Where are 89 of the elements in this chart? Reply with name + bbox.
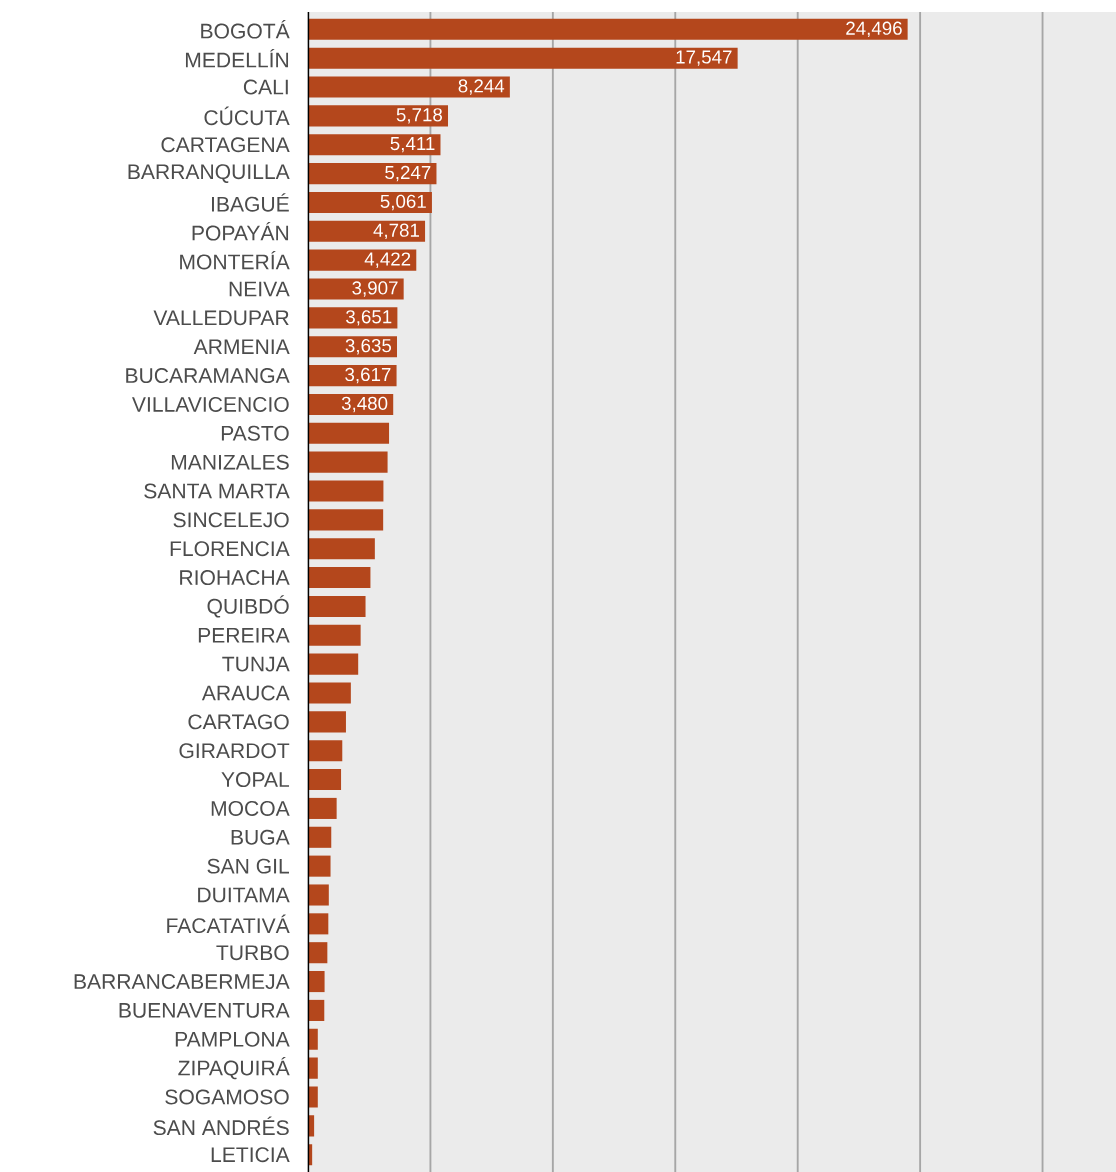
bar — [308, 1028, 318, 1050]
bar — [308, 567, 371, 589]
data-label: 3,907 — [352, 281, 398, 297]
bar — [308, 480, 384, 502]
y-tick-label: POPAYÁN — [192, 222, 289, 241]
bar — [308, 249, 417, 271]
y-tick-label: QUIBDÓ — [207, 595, 289, 618]
y-tick-label: MONTERÍA — [180, 250, 290, 270]
y-tick-label: BUENAVENTURA — [119, 1003, 290, 1018]
bar — [308, 942, 328, 964]
bar — [308, 855, 331, 877]
y-tick-label: IBAGUÉ — [211, 193, 289, 212]
y-tick-label: YOPAL — [221, 772, 290, 788]
y-tick-label: PAMPLONA — [175, 1031, 290, 1047]
y-tick-label: MEDELLÍN — [185, 49, 289, 68]
bar — [308, 134, 441, 156]
data-label: 8,244 — [458, 79, 505, 95]
y-tick-label: ZIPAQUIRÁ — [178, 1056, 290, 1080]
bar — [308, 509, 384, 531]
bar — [308, 1057, 318, 1079]
y-tick-label: ARAUCA — [201, 685, 290, 701]
bar — [308, 220, 426, 242]
y-tick-label: DUITAMA — [198, 887, 290, 903]
y-tick-label: CARTAGENA — [161, 137, 290, 153]
y-tick-label: PEREIRA — [198, 628, 290, 643]
y-tick-label: TUNJA — [222, 656, 290, 672]
bar — [308, 999, 325, 1021]
y-tick-label: GIRARDOT — [179, 743, 290, 759]
bar — [308, 18, 908, 40]
y-tick-label: SAN ANDRÉS — [153, 1116, 289, 1136]
y-tick-label: TURBO — [216, 945, 289, 961]
y-tick-label: NEIVA — [229, 281, 290, 297]
bar — [308, 76, 510, 98]
data-label: 4,422 — [364, 252, 411, 268]
bar — [308, 163, 437, 185]
y-tick-label: SOGAMOSO — [165, 1089, 289, 1105]
y-tick-label: BUCARAMANGA — [126, 368, 290, 384]
data-label: 24,496 — [846, 21, 902, 38]
data-label: 17,547 — [676, 50, 732, 66]
data-label: 3,480 — [341, 396, 388, 413]
bar — [308, 105, 449, 127]
data-label: 3,617 — [345, 367, 391, 384]
data-label: 5,411 — [390, 137, 435, 153]
bar — [308, 47, 738, 69]
data-label: 5,247 — [385, 165, 431, 182]
bar — [308, 769, 342, 791]
y-tick-label: MANIZALES — [171, 454, 289, 470]
bar — [308, 595, 366, 617]
y-tick-label: ARMENIA — [193, 339, 290, 354]
bar — [308, 191, 432, 213]
bar — [308, 1086, 318, 1108]
bar — [308, 653, 359, 675]
y-tick-label: SANTA MARTA — [144, 483, 290, 499]
y-tick-label: CALI — [243, 79, 288, 95]
bar — [308, 971, 325, 993]
y-tick-label: FLORENCIA — [170, 541, 290, 557]
bar — [308, 797, 337, 819]
y-tick-label: LETICIA — [211, 1147, 290, 1163]
y-tick-label: BUGA — [231, 829, 290, 845]
bar — [308, 740, 343, 762]
y-tick-label: BARRANCABERMEJA — [74, 974, 290, 990]
data-label: 4,781 — [373, 223, 419, 240]
data-label: 5,061 — [380, 194, 426, 211]
bar — [308, 538, 375, 560]
bar — [308, 422, 390, 444]
y-tick-label: RIOHACHA — [180, 570, 290, 586]
bar — [308, 884, 329, 906]
bar — [308, 451, 388, 473]
y-tick-label: BARRANQUILLA — [128, 164, 290, 183]
y-tick-label: CARTAGO — [188, 714, 289, 730]
bar — [308, 624, 361, 646]
bar — [308, 365, 397, 387]
data-label: 5,718 — [396, 108, 443, 124]
bar — [308, 682, 351, 704]
data-label: 3,635 — [345, 338, 392, 355]
y-tick-label: BOGOTÁ — [201, 20, 290, 39]
bar — [308, 913, 329, 935]
bar — [308, 711, 346, 733]
y-tick-label: VILLAVICENCIO — [132, 396, 289, 412]
y-tick-label: PASTO — [221, 425, 289, 441]
y-tick-label: CÚCUTA — [204, 106, 290, 126]
bar — [308, 826, 332, 848]
y-tick-label: SINCELEJO — [173, 512, 289, 528]
y-tick-label: MOCOA — [211, 800, 290, 816]
bar — [308, 278, 404, 300]
y-tick-label: FACATATIVÁ — [167, 914, 290, 934]
data-label: 3,651 — [346, 310, 392, 326]
y-tick-label: SAN GIL — [207, 858, 289, 874]
y-tick-label: VALLEDUPAR — [153, 310, 289, 326]
